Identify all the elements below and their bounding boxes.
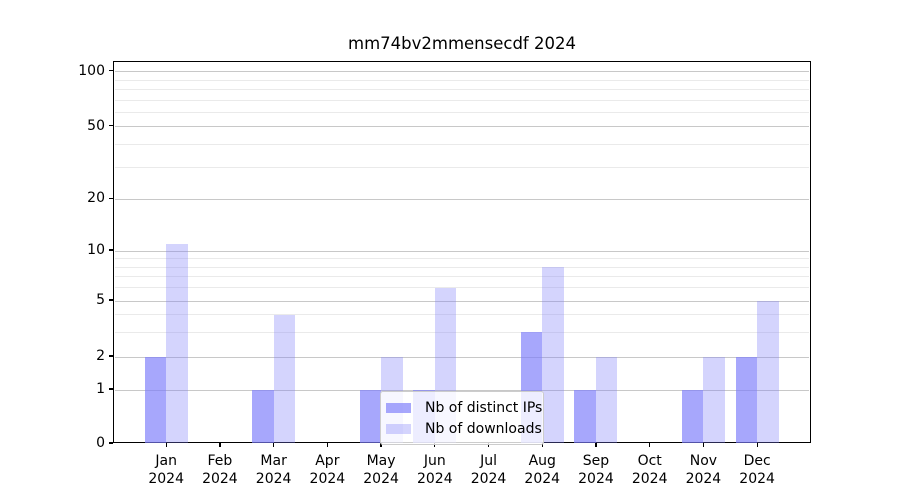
- y-tick-mark: [109, 388, 113, 390]
- x-tick-mark: [541, 443, 543, 447]
- gridline-minor: [115, 79, 809, 81]
- x-tick-label: Jun 2024: [416, 453, 453, 487]
- x-tick-mark: [165, 443, 167, 447]
- x-tick-mark: [273, 443, 275, 447]
- gridline-minor: [115, 88, 809, 90]
- y-tick-label: 50: [87, 117, 105, 134]
- x-tick-label: Dec 2024: [739, 453, 775, 487]
- gridline-major: [115, 126, 809, 128]
- x-tick-label: Oct 2024: [631, 453, 668, 487]
- x-tick-label: Aug 2024: [524, 453, 561, 487]
- y-tick-mark: [109, 197, 113, 199]
- x-tick-mark: [595, 443, 597, 447]
- x-tick-mark: [219, 443, 221, 447]
- chart-title: mm74bv2mmensecdf 2024: [348, 34, 576, 53]
- x-tick-label: Feb 2024: [202, 453, 238, 487]
- gridline-minor: [115, 166, 809, 168]
- bar-ips-sep: [574, 390, 596, 443]
- gridline-minor: [115, 111, 809, 113]
- legend-swatch-distinct-ips-icon: [386, 402, 411, 413]
- x-tick-mark: [487, 443, 490, 447]
- gridline-minor: [115, 266, 809, 268]
- gridline-minor: [115, 143, 809, 145]
- bar-downloads-sep: [595, 357, 618, 443]
- y-tick-label: 20: [87, 190, 105, 207]
- y-tick-label: 0: [96, 435, 105, 451]
- bar-downloads-mar: [273, 314, 296, 443]
- bar-downloads-aug: [542, 267, 564, 443]
- legend-swatch-downloads-icon: [386, 423, 411, 434]
- x-tick-mark: [702, 443, 704, 447]
- y-tick-label: 2: [96, 348, 105, 364]
- y-tick-mark: [109, 299, 113, 301]
- gridline-minor: [115, 276, 809, 278]
- x-tick-mark: [380, 443, 382, 447]
- y-tick-label: 100: [78, 62, 105, 79]
- gridline-minor: [115, 314, 809, 316]
- x-tick-mark: [649, 443, 651, 447]
- y-tick-mark: [109, 70, 113, 72]
- y-tick-mark: [109, 442, 113, 444]
- y-tick-mark: [109, 249, 113, 251]
- x-tick-mark: [756, 443, 758, 447]
- bar-ips-may: [359, 390, 382, 443]
- y-tick-label: 1: [96, 381, 105, 397]
- x-tick-mark: [434, 443, 436, 447]
- bar-ips-jan: [144, 357, 167, 443]
- gridline-minor: [115, 258, 809, 260]
- gridline-major: [115, 300, 809, 302]
- legend: Nb of distinct IPs Nb of downloads: [380, 391, 544, 445]
- y-tick-label: 10: [87, 242, 105, 258]
- gridline-major: [115, 356, 809, 358]
- x-tick-label: Jan 2024: [148, 453, 184, 487]
- x-tick-label: Nov 2024: [685, 453, 722, 487]
- x-tick-label: Apr 2024: [309, 453, 346, 487]
- gridline-major: [115, 71, 809, 73]
- x-tick-label: Sep 2024: [578, 453, 614, 487]
- gridline-major: [115, 250, 809, 252]
- gridline-major: [115, 389, 809, 391]
- gridline-minor: [115, 99, 809, 101]
- bar-ips-nov: [681, 390, 704, 443]
- x-tick-mark: [326, 443, 328, 447]
- x-tick-label: Mar 2024: [255, 453, 292, 487]
- bar-ips-mar: [252, 390, 274, 443]
- gridline-major: [115, 198, 809, 200]
- bar-downloads-dec: [757, 301, 779, 443]
- bar-downloads-jan: [166, 243, 188, 443]
- legend-label-distinct-ips: Nb of distinct IPs: [425, 399, 543, 416]
- bar-downloads-nov: [703, 357, 725, 443]
- y-tick-mark: [109, 125, 113, 127]
- gridline-minor: [115, 287, 809, 289]
- gridline-minor: [115, 331, 809, 333]
- legend-item-downloads: Nb of downloads: [386, 418, 542, 439]
- x-tick-label: May 2024: [363, 453, 399, 487]
- y-tick-mark: [109, 355, 113, 357]
- bar-ips-dec: [735, 357, 758, 443]
- x-tick-label: Jul 2024: [470, 453, 507, 487]
- plot-area: [113, 61, 811, 443]
- y-tick-label: 5: [96, 292, 105, 308]
- legend-item-distinct-ips: Nb of distinct IPs: [386, 397, 542, 418]
- legend-label-downloads: Nb of downloads: [425, 420, 542, 437]
